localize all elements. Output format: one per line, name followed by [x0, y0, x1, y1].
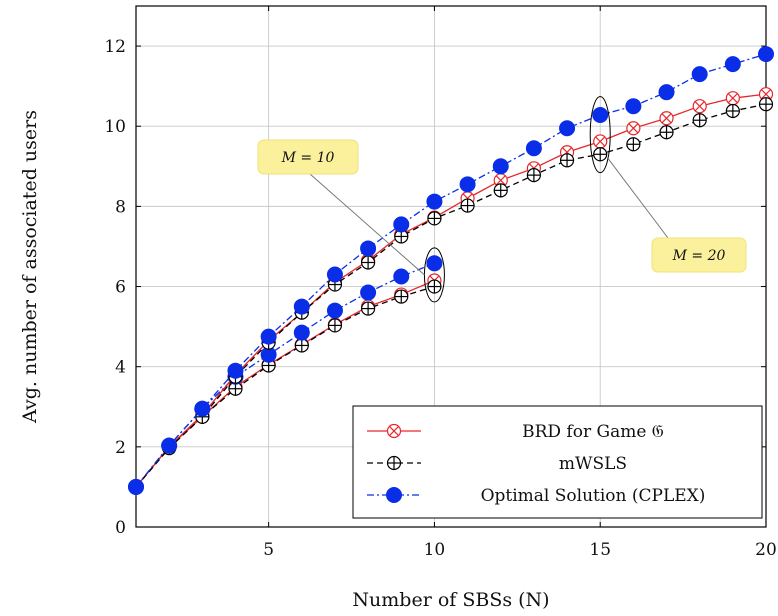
data-point: [493, 183, 508, 198]
data-point: [361, 255, 376, 270]
y-tick-label: 4: [115, 358, 126, 378]
y-tick-label: 10: [104, 117, 126, 137]
data-point: [725, 91, 740, 106]
data-point: [360, 240, 377, 257]
marker-stroke: [628, 123, 639, 134]
y-tick-label: 2: [115, 438, 126, 458]
data-point: [659, 125, 674, 140]
legend: BRD for Game 𝔊 mWSLS Optimal Solution (CPL…: [352, 405, 763, 519]
data-point: [625, 98, 642, 115]
data-point: [128, 478, 144, 495]
plot-frame: [135, 5, 767, 528]
legend-label: mWSLS: [559, 454, 627, 474]
data-point: [393, 216, 410, 233]
data-point: [593, 147, 608, 162]
callout-leader-line: [309, 173, 425, 276]
callout-label: M = 10: [281, 150, 335, 166]
marker-stroke: [595, 136, 606, 147]
series-filled-circle-M20: [128, 46, 774, 495]
data-point: [393, 268, 410, 285]
data-point: [427, 279, 442, 294]
data-point: [326, 266, 343, 283]
data-point: [758, 97, 774, 112]
data-point: [326, 302, 343, 319]
y-tick-label: 8: [115, 197, 126, 217]
y-tick-label: 12: [104, 37, 126, 57]
data-point: [394, 289, 409, 304]
marker-stroke: [761, 89, 771, 100]
x-tick-label: 15: [589, 540, 611, 560]
data-point: [194, 400, 211, 417]
callout-label: M = 20: [672, 248, 726, 264]
legend-label: Optimal Solution (CPLEX): [481, 486, 706, 506]
data-point: [626, 121, 641, 136]
y-axis-title: Avg. number of associated users: [19, 110, 41, 424]
data-point: [460, 198, 475, 213]
callout-leader-line: [607, 158, 669, 239]
series-layer: [128, 46, 774, 495]
data-point: [692, 113, 707, 128]
marker-stroke: [694, 101, 705, 112]
data-point: [691, 66, 708, 83]
marker-stroke: [661, 113, 672, 124]
y-tick-label: 6: [115, 278, 126, 298]
data-point: [725, 103, 740, 119]
data-point: [228, 381, 243, 396]
callout-box: [651, 237, 747, 273]
data-point: [427, 211, 442, 226]
data-point: [426, 255, 443, 272]
data-point: [559, 153, 575, 168]
y-tick-label: 0: [115, 518, 126, 538]
data-point: [592, 107, 609, 124]
legend-box: [352, 405, 763, 519]
data-point: [559, 120, 576, 137]
data-point: [361, 301, 376, 316]
data-point: [492, 158, 509, 175]
legend-entry: mWSLS: [367, 454, 627, 474]
data-point: [161, 437, 178, 454]
data-point: [386, 423, 402, 439]
data-point: [659, 111, 674, 126]
data-point: [327, 318, 343, 333]
marker-stroke: [727, 93, 738, 104]
marker-stroke: [495, 175, 506, 186]
legend-entry: Optimal Solution (CPLEX): [367, 486, 705, 506]
data-point: [260, 328, 277, 345]
data-point: [525, 140, 542, 157]
data-point: [293, 324, 310, 341]
data-point: [386, 487, 402, 503]
data-point: [526, 168, 541, 183]
legend-entry: BRD for Game 𝔊: [367, 422, 664, 442]
data-point: [459, 176, 476, 193]
axis-ticks: 5 10 15 20 0 2 4 6 8 10 12: [104, 6, 777, 560]
data-point: [293, 298, 310, 315]
highlight-ellipse-m20: [589, 96, 611, 174]
data-point: [227, 362, 244, 379]
data-point: [626, 137, 641, 152]
x-tick-label: 10: [424, 540, 446, 560]
x-tick-label: 5: [263, 540, 274, 560]
data-point: [593, 134, 608, 149]
series-line: [135, 103, 767, 488]
data-point: [724, 56, 741, 73]
x-axis-title: Number of SBSs (N): [352, 589, 549, 611]
data-point: [294, 338, 309, 353]
data-point: [386, 455, 402, 471]
annotations: M = 10 M = 20: [257, 96, 747, 303]
legend-label: BRD for Game 𝔊: [522, 422, 664, 442]
data-point: [692, 99, 707, 114]
data-point: [758, 46, 774, 63]
marker-stroke: [389, 426, 399, 436]
data-point: [658, 84, 675, 101]
x-tick-label: 20: [755, 540, 777, 560]
data-point: [426, 193, 443, 210]
data-point: [360, 284, 377, 301]
callout-box: [257, 139, 359, 175]
